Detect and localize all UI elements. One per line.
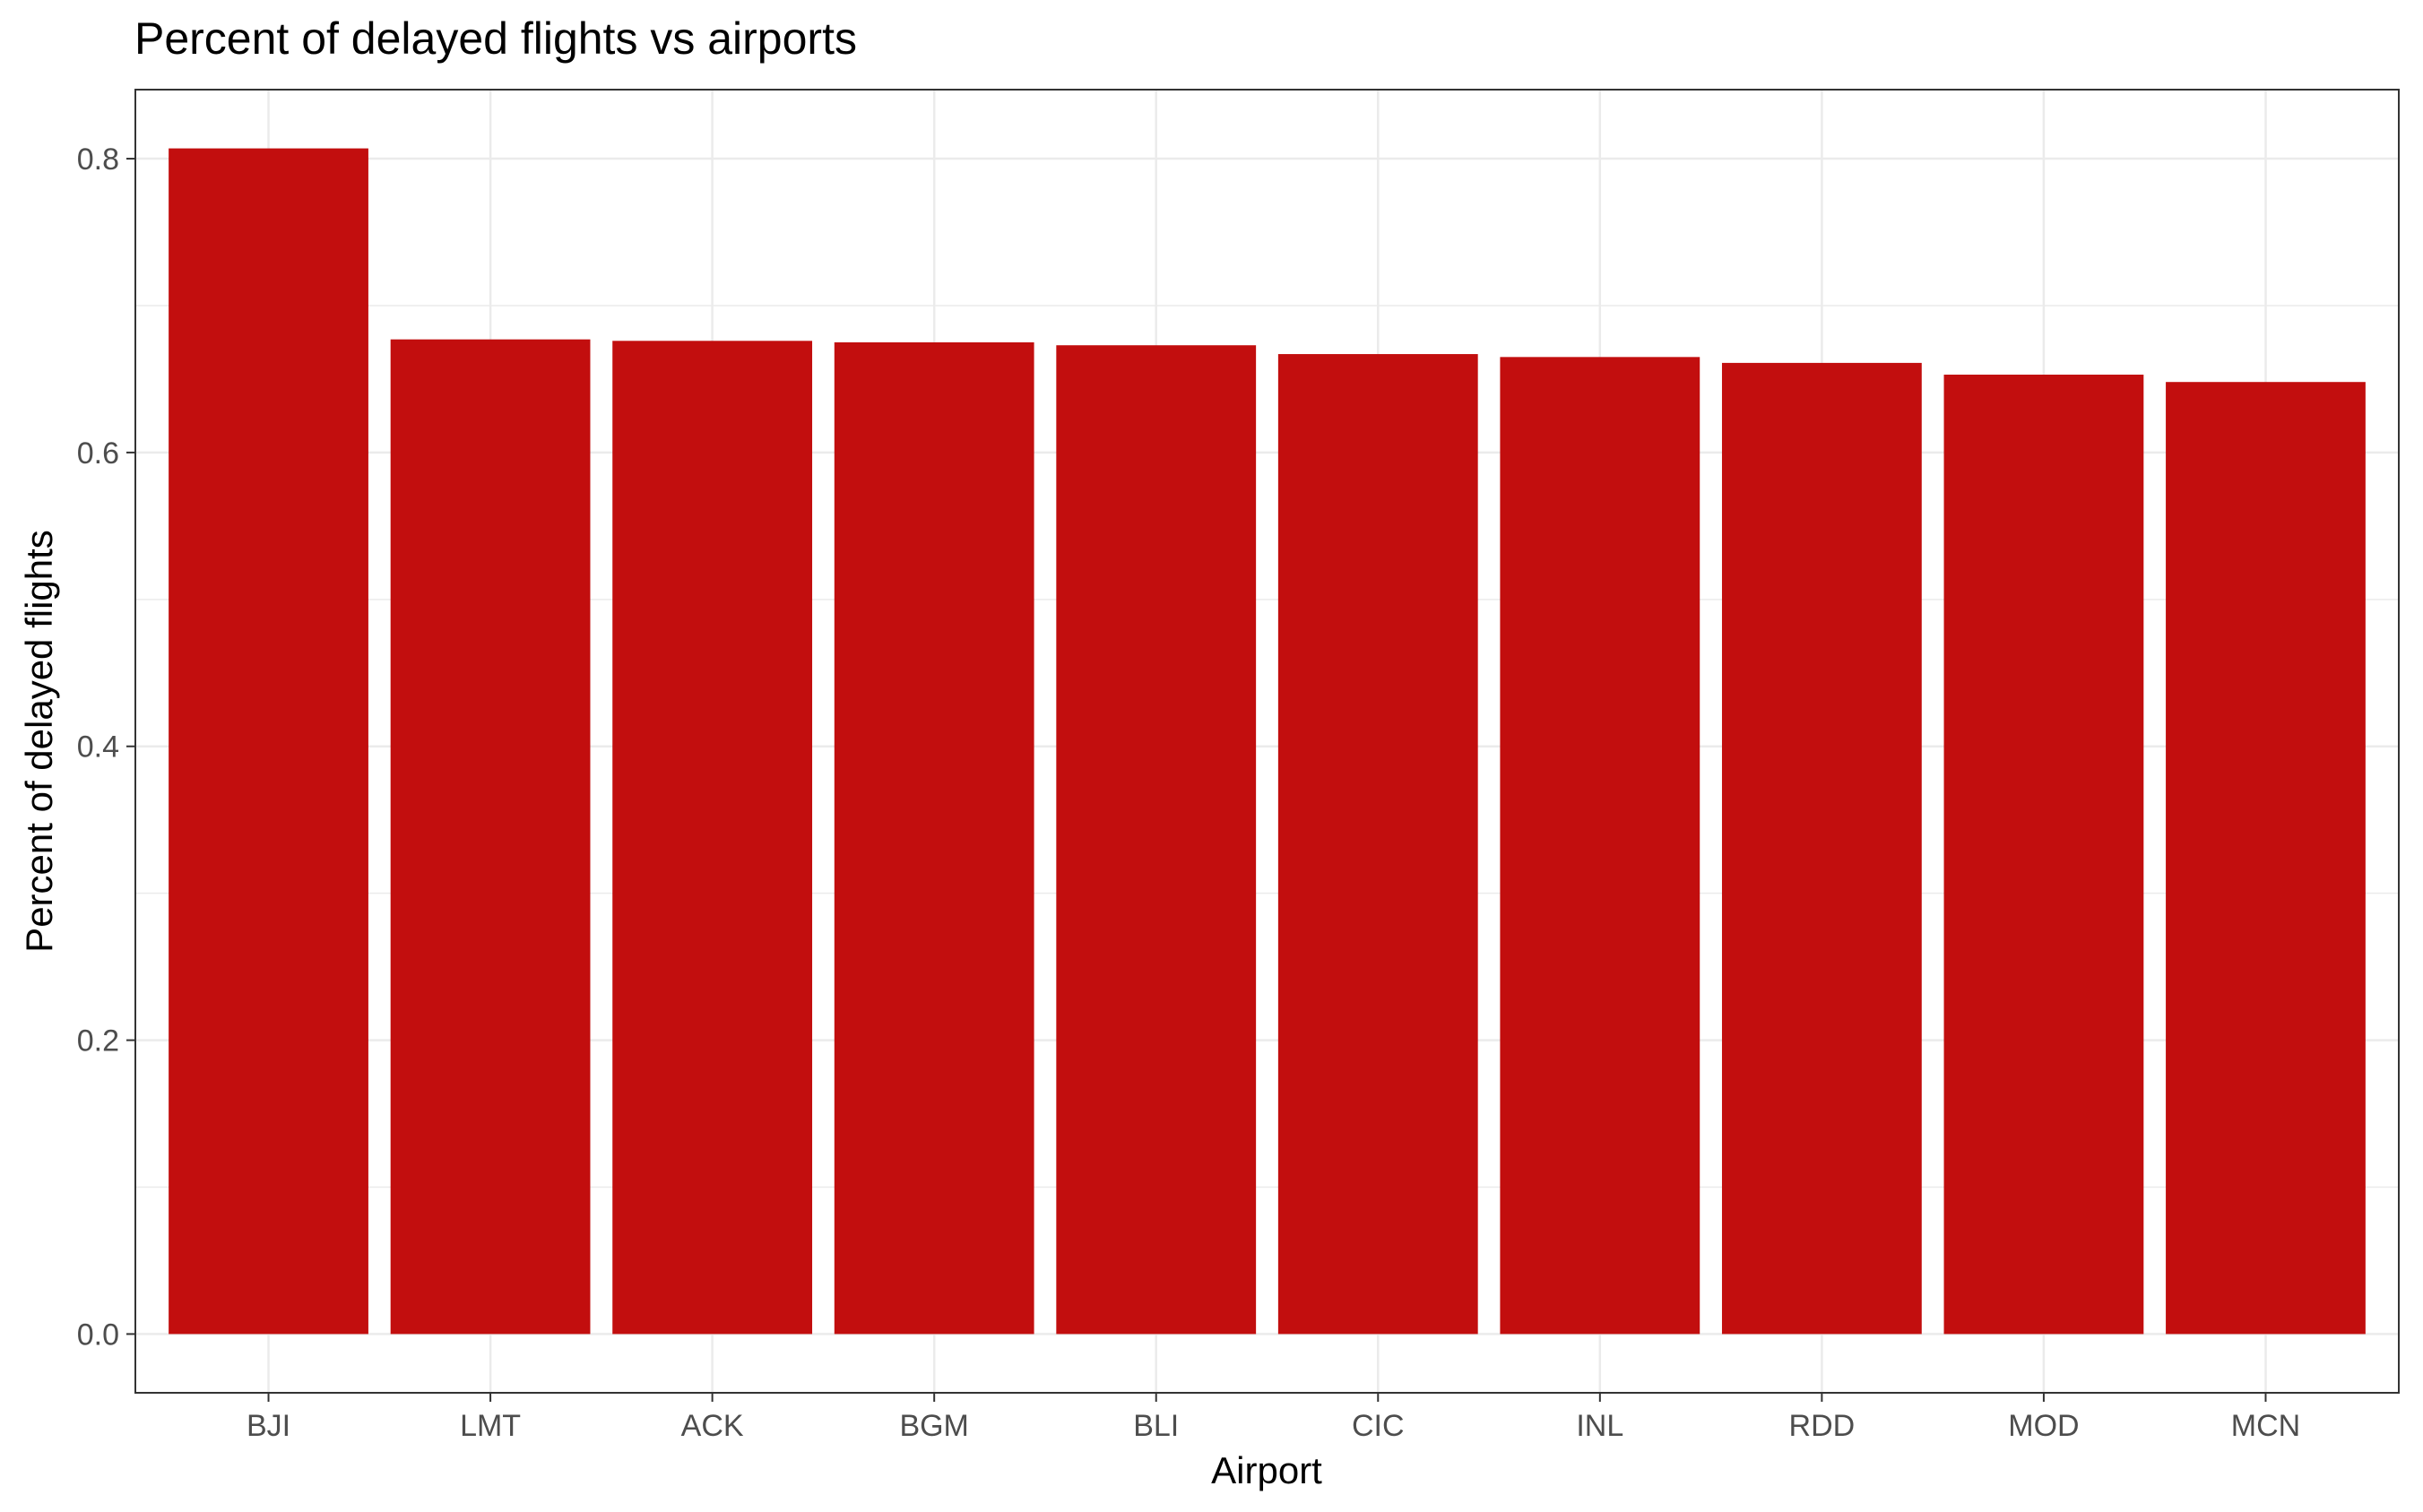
y-tick-label: 0.0 — [77, 1318, 119, 1352]
x-tick-label: RDD — [1789, 1409, 1856, 1443]
x-axis: BJI LMT ACK BGM BLI CIC INL RDD MOD MCN — [247, 1393, 2300, 1443]
bar-inl — [1500, 357, 1700, 1335]
x-tick-label: MOD — [2008, 1409, 2079, 1443]
y-axis: 0.0 0.2 0.4 0.6 0.8 — [77, 143, 135, 1352]
y-tick-label: 0.8 — [77, 143, 119, 177]
bar-ack — [612, 341, 813, 1335]
x-tick-label: LMT — [460, 1409, 521, 1443]
x-tick-label: BGM — [899, 1409, 968, 1443]
bar-bji — [169, 148, 368, 1335]
x-tick-label: ACK — [681, 1409, 744, 1443]
x-tick-label: INL — [1576, 1409, 1623, 1443]
x-axis-title: Airport — [1211, 1449, 1322, 1491]
chart-title: Percent of delayed flights vs airports — [134, 13, 857, 64]
x-tick-label: MCN — [2231, 1409, 2300, 1443]
x-tick-label: CIC — [1352, 1409, 1405, 1443]
bar-rdd — [1721, 362, 1922, 1335]
y-tick-label: 0.6 — [77, 436, 119, 471]
x-tick-label: BLI — [1133, 1409, 1179, 1443]
bar-mcn — [2166, 382, 2366, 1335]
y-tick-label: 0.4 — [77, 730, 119, 765]
bar-lmt — [390, 339, 591, 1335]
y-axis-title: Percent of delayed flights — [18, 530, 60, 953]
bar-cic — [1277, 354, 1478, 1335]
y-tick-label: 0.2 — [77, 1024, 119, 1058]
bar-bgm — [834, 341, 1034, 1335]
panel-border — [134, 89, 2400, 1394]
bars — [169, 148, 2366, 1335]
x-tick-label: BJI — [247, 1409, 290, 1443]
bar-mod — [1943, 375, 2144, 1335]
bar-bli — [1056, 345, 1257, 1335]
